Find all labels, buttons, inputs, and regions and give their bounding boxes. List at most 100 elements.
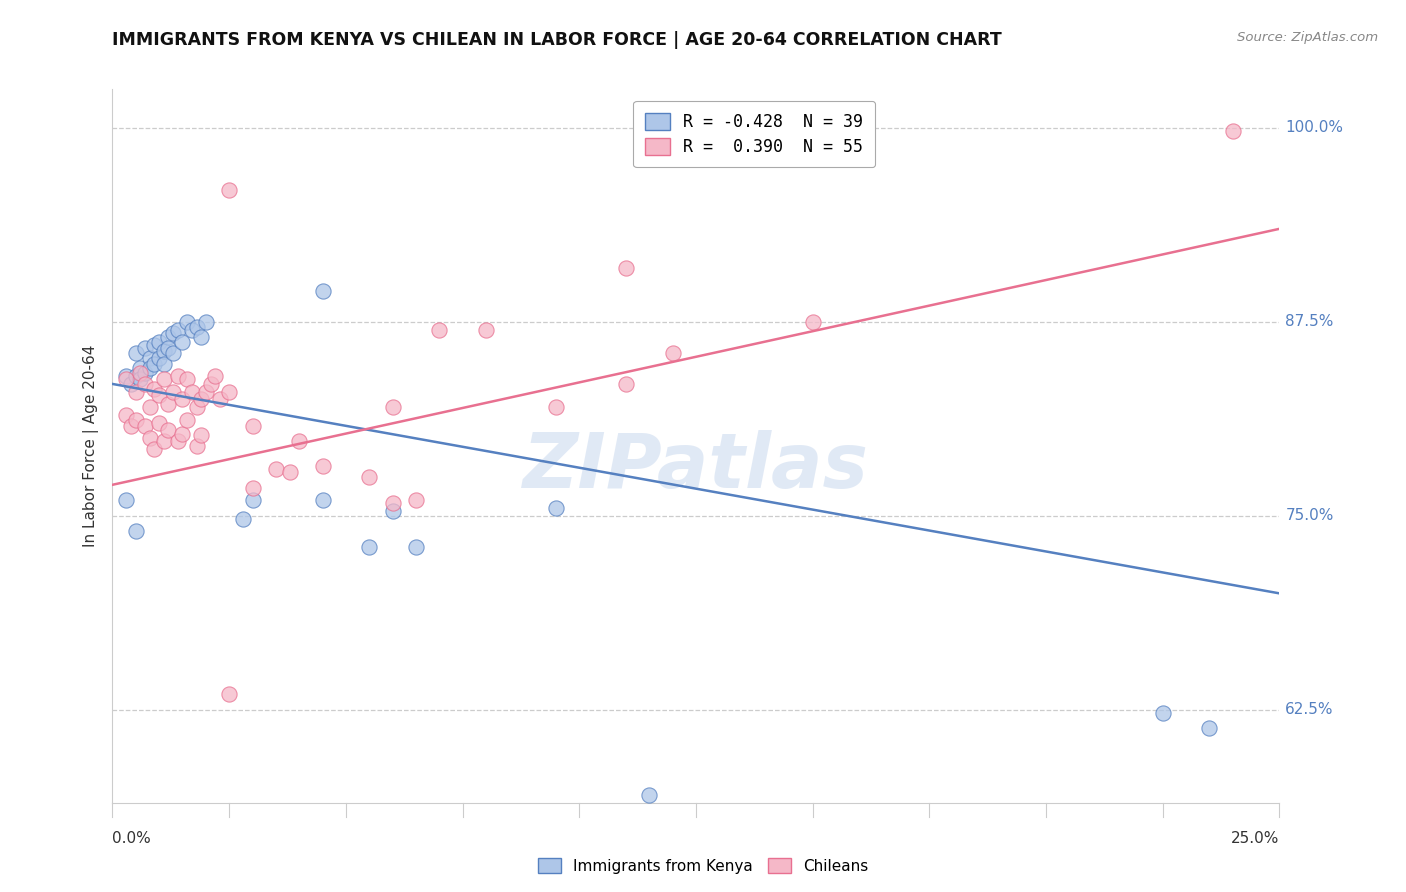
Point: [166, 434, 188, 449]
Point: [115, 408, 138, 422]
Point: [153, 434, 176, 449]
Point: [143, 382, 166, 396]
Point: [129, 361, 152, 376]
Point: [1198, 722, 1220, 736]
Point: [153, 344, 176, 359]
Point: [157, 341, 180, 355]
Point: [288, 434, 311, 449]
Point: [153, 372, 176, 386]
Point: [115, 493, 138, 508]
Point: [157, 330, 180, 344]
Point: [544, 401, 567, 415]
Point: [166, 369, 188, 384]
Point: [172, 392, 194, 407]
Point: [544, 501, 567, 516]
Point: [264, 462, 287, 476]
Point: [148, 388, 170, 402]
Point: [242, 481, 264, 495]
Text: 100.0%: 100.0%: [1285, 120, 1343, 136]
Point: [190, 330, 212, 344]
Text: 87.5%: 87.5%: [1285, 314, 1334, 329]
Point: [129, 366, 152, 380]
Point: [176, 372, 198, 386]
Point: [381, 401, 404, 415]
Text: Source: ZipAtlas.com: Source: ZipAtlas.com: [1237, 31, 1378, 45]
Text: 75.0%: 75.0%: [1285, 508, 1334, 524]
Point: [134, 341, 156, 355]
Text: IMMIGRANTS FROM KENYA VS CHILEAN IN LABOR FORCE | AGE 20-64 CORRELATION CHART: IMMIGRANTS FROM KENYA VS CHILEAN IN LABO…: [112, 31, 1002, 49]
Point: [125, 346, 148, 360]
Point: [427, 323, 450, 337]
Point: [125, 524, 148, 539]
Point: [311, 493, 333, 508]
Point: [120, 418, 142, 433]
Point: [186, 439, 208, 453]
Point: [148, 416, 170, 430]
Point: [218, 687, 240, 701]
Point: [200, 376, 222, 391]
Point: [157, 397, 180, 411]
Point: [143, 357, 166, 371]
Point: [120, 376, 142, 391]
Point: [153, 357, 176, 371]
Point: [311, 459, 333, 474]
Point: [162, 346, 184, 360]
Point: [186, 319, 208, 334]
Point: [242, 418, 264, 433]
Point: [638, 788, 661, 802]
Point: [162, 326, 184, 340]
Point: [614, 260, 637, 275]
Point: [190, 428, 212, 442]
Point: [359, 540, 381, 554]
Point: [242, 493, 264, 508]
Point: [176, 315, 198, 329]
Point: [157, 424, 180, 438]
Point: [143, 442, 166, 456]
Point: [405, 493, 427, 508]
Point: [194, 315, 217, 329]
Point: [614, 376, 637, 391]
Point: [381, 496, 404, 510]
Point: [475, 323, 498, 337]
Point: [801, 315, 824, 329]
Point: [134, 366, 156, 380]
Point: [162, 384, 184, 399]
Point: [180, 384, 202, 399]
Point: [129, 372, 152, 386]
Point: [172, 334, 194, 349]
Y-axis label: In Labor Force | Age 20-64: In Labor Force | Age 20-64: [83, 345, 98, 547]
Point: [359, 470, 381, 484]
Point: [218, 183, 240, 197]
Point: [139, 361, 162, 376]
Point: [208, 392, 231, 407]
Point: [125, 384, 148, 399]
Text: ZIPatlas: ZIPatlas: [523, 431, 869, 504]
Point: [405, 540, 427, 554]
Point: [125, 369, 148, 384]
Text: 62.5%: 62.5%: [1285, 702, 1334, 717]
Legend: Immigrants from Kenya, Chileans: Immigrants from Kenya, Chileans: [531, 852, 875, 880]
Point: [115, 369, 138, 384]
Text: 0.0%: 0.0%: [112, 831, 152, 847]
Point: [381, 504, 404, 518]
Point: [204, 369, 226, 384]
Point: [1222, 124, 1244, 138]
Point: [166, 323, 188, 337]
Point: [194, 384, 217, 399]
Legend: R = -0.428  N = 39, R =  0.390  N = 55: R = -0.428 N = 39, R = 0.390 N = 55: [634, 101, 875, 168]
Point: [180, 323, 202, 337]
Point: [176, 412, 198, 426]
Point: [661, 346, 683, 360]
Point: [139, 351, 162, 365]
Point: [134, 418, 156, 433]
Point: [139, 401, 162, 415]
Point: [148, 334, 170, 349]
Point: [148, 351, 170, 365]
Point: [125, 412, 148, 426]
Point: [218, 384, 240, 399]
Point: [143, 338, 166, 352]
Point: [278, 466, 301, 480]
Point: [232, 512, 254, 526]
Point: [190, 392, 212, 407]
Point: [1152, 706, 1174, 720]
